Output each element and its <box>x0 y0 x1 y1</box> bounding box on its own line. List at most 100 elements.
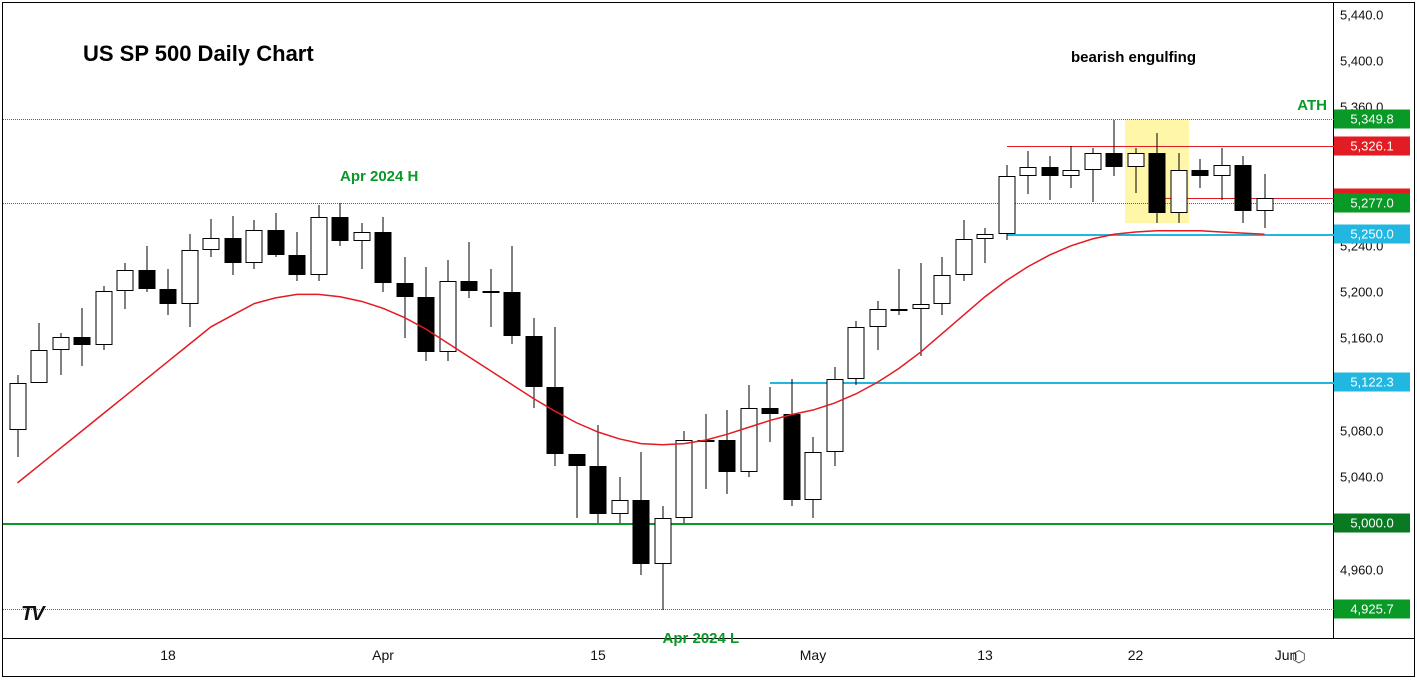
candle-body[interactable] <box>1213 165 1230 177</box>
candle-body[interactable] <box>762 408 779 414</box>
candle-body[interactable] <box>955 239 972 275</box>
candle-wick <box>770 387 771 443</box>
candle-body[interactable] <box>611 500 628 514</box>
candle-body[interactable] <box>31 350 48 384</box>
candle-body[interactable] <box>869 309 886 326</box>
x-axis-tick: 18 <box>160 647 176 663</box>
candle-body[interactable] <box>805 452 822 501</box>
candle-body[interactable] <box>396 283 413 297</box>
candle-wick <box>920 263 921 356</box>
x-axis-tick: 13 <box>977 647 993 663</box>
horizontal-level-line[interactable] <box>3 609 1334 610</box>
candle-body[interactable] <box>697 440 714 442</box>
candle-body[interactable] <box>525 336 542 387</box>
x-axis[interactable]: ⬡ 18Apr15May1322Jun <box>3 639 1334 676</box>
candle-body[interactable] <box>504 292 521 336</box>
candle-body[interactable] <box>912 304 929 310</box>
x-axis-tick: 22 <box>1128 647 1144 663</box>
candle-body[interactable] <box>1149 153 1166 213</box>
x-axis-tick: Jun <box>1275 647 1298 663</box>
candle-body[interactable] <box>224 238 241 263</box>
y-axis-tick: 5,440.0 <box>1340 7 1383 22</box>
chart-annotation: bearish engulfing <box>1071 49 1196 66</box>
candle-body[interactable] <box>633 500 650 564</box>
candle-body[interactable] <box>719 440 736 472</box>
price-level-label: 5,326.1 <box>1334 137 1410 156</box>
y-axis-tick: 5,160.0 <box>1340 331 1383 346</box>
chart-title: US SP 500 Daily Chart <box>83 41 314 67</box>
candle-body[interactable] <box>203 238 220 251</box>
candle-body[interactable] <box>9 383 26 429</box>
candle-body[interactable] <box>246 230 263 264</box>
y-axis-tick: 5,200.0 <box>1340 285 1383 300</box>
candle-body[interactable] <box>998 176 1015 234</box>
candle-body[interactable] <box>891 309 908 311</box>
candle-body[interactable] <box>461 281 478 291</box>
price-level-label: 4,925.7 <box>1334 600 1410 619</box>
candle-body[interactable] <box>568 454 585 466</box>
candle-body[interactable] <box>289 255 306 275</box>
horizontal-level-line[interactable] <box>1007 146 1335 147</box>
candle-body[interactable] <box>977 234 994 239</box>
candle-body[interactable] <box>1235 165 1252 211</box>
candle-body[interactable] <box>353 232 370 241</box>
candle-body[interactable] <box>1084 153 1101 169</box>
price-level-label: 5,349.8 <box>1334 109 1410 128</box>
candle-body[interactable] <box>740 408 757 473</box>
candle-body[interactable] <box>783 414 800 501</box>
candle-body[interactable] <box>332 217 349 241</box>
tradingview-logo-icon: TV <box>21 603 43 626</box>
candle-body[interactable] <box>1127 153 1144 167</box>
y-axis-tick: 5,080.0 <box>1340 423 1383 438</box>
candle-body[interactable] <box>439 281 456 353</box>
chart-plot-area[interactable]: ATHApr 2024 HApr 2024 Lbearish engulfing <box>3 3 1334 639</box>
candle-wick <box>899 269 900 315</box>
price-level-label: 5,277.0 <box>1334 194 1410 213</box>
candle-body[interactable] <box>74 337 91 345</box>
candle-body[interactable] <box>418 297 435 353</box>
candle-wick <box>490 269 491 327</box>
candle-body[interactable] <box>1192 170 1209 177</box>
candle-body[interactable] <box>826 379 843 452</box>
horizontal-level-line[interactable] <box>3 203 1334 204</box>
x-axis-tick: May <box>800 647 826 663</box>
candle-wick <box>404 257 405 338</box>
candle-wick <box>1071 146 1072 188</box>
x-axis-tick: Apr <box>372 647 394 663</box>
candle-body[interactable] <box>1041 167 1058 176</box>
candle-body[interactable] <box>1106 153 1123 167</box>
candle-body[interactable] <box>117 270 134 291</box>
candle-body[interactable] <box>676 440 693 517</box>
price-level-label: 5,000.0 <box>1334 514 1410 533</box>
chart-annotation: Apr 2024 H <box>340 168 418 185</box>
candle-body[interactable] <box>1256 198 1273 211</box>
x-axis-tick: 15 <box>590 647 606 663</box>
price-level-label: 5,250.0 <box>1334 225 1410 244</box>
candle-wick <box>1114 120 1115 177</box>
candle-body[interactable] <box>95 291 112 345</box>
candle-body[interactable] <box>52 337 69 350</box>
candle-wick <box>361 223 362 269</box>
candle-body[interactable] <box>267 230 284 255</box>
candle-body[interactable] <box>375 232 392 283</box>
chart-frame: ATHApr 2024 HApr 2024 Lbearish engulfing… <box>2 2 1415 677</box>
candle-body[interactable] <box>1063 170 1080 177</box>
candle-body[interactable] <box>160 289 177 304</box>
candle-body[interactable] <box>934 275 951 304</box>
candle-body[interactable] <box>138 270 155 289</box>
candle-body[interactable] <box>1170 170 1187 214</box>
candle-body[interactable] <box>590 466 607 515</box>
y-axis[interactable]: 5,440.05,400.05,360.05,240.05,200.05,160… <box>1334 3 1414 639</box>
candle-body[interactable] <box>482 291 499 293</box>
candle-wick <box>705 414 706 489</box>
candle-body[interactable] <box>181 250 198 303</box>
candle-body[interactable] <box>547 387 564 454</box>
y-axis-tick: 5,400.0 <box>1340 53 1383 68</box>
candle-body[interactable] <box>310 217 327 275</box>
horizontal-level-line[interactable] <box>3 119 1334 120</box>
horizontal-level-line[interactable] <box>1007 234 1335 236</box>
candle-body[interactable] <box>654 518 671 564</box>
candle-body[interactable] <box>1020 167 1037 176</box>
candle-body[interactable] <box>848 327 865 379</box>
ath-label: ATH <box>1297 97 1327 114</box>
